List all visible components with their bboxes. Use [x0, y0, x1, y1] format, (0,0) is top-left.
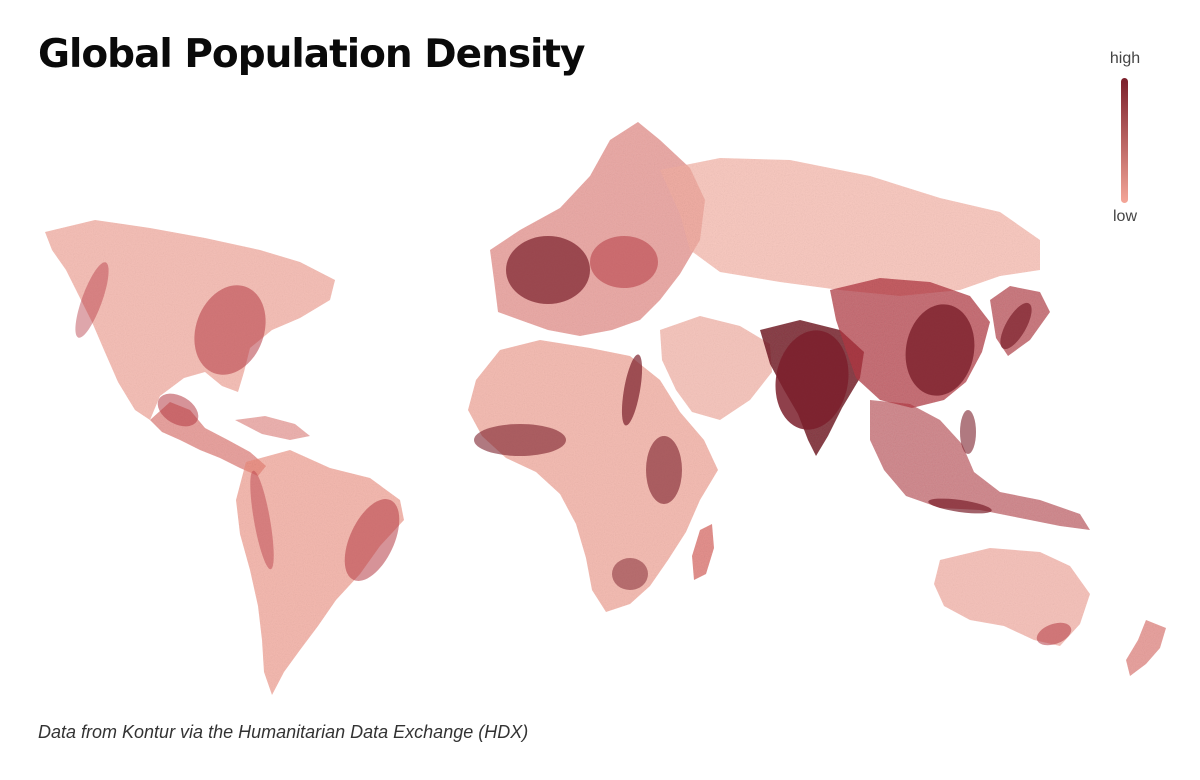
- hotspot-eastern-china: [905, 304, 975, 396]
- region-russia: [660, 158, 1040, 296]
- hotspot-eastern-us: [194, 285, 266, 375]
- hotspot-southeast-australia: [1036, 622, 1072, 646]
- map-title: Global Population Density: [38, 32, 585, 77]
- density-legend: high low: [1098, 50, 1152, 230]
- region-madagascar: [692, 524, 714, 580]
- hotspot-brazil-coast: [344, 499, 400, 581]
- region-africa: [468, 340, 718, 612]
- hotspot-japan: [1000, 302, 1032, 350]
- region-south-america: [236, 450, 404, 695]
- density-hotspot-layer: [75, 236, 1072, 646]
- hotspot-south-africa: [612, 558, 648, 590]
- region-southeast-asia: [870, 400, 1090, 530]
- hotspot-andes: [250, 470, 274, 570]
- legend-gradient-bar: [1121, 78, 1128, 203]
- data-source-note: Data from Kontur via the Humanitarian Da…: [38, 722, 529, 742]
- legend-high-label: high: [1109, 50, 1141, 67]
- landmass-layer: [45, 122, 1166, 695]
- region-middle-east: [660, 316, 772, 420]
- hotspot-eastern-europe: [590, 236, 658, 288]
- hotspot-west-africa: [474, 424, 566, 456]
- hotspot-mexico: [157, 393, 199, 427]
- region-new-zealand: [1126, 620, 1166, 676]
- region-north-america: [45, 220, 335, 420]
- region-australia: [934, 548, 1090, 646]
- hotspot-western-europe: [506, 236, 590, 304]
- hotspot-nile: [621, 354, 643, 426]
- hotspot-philippines: [960, 410, 976, 454]
- hotspot-india: [775, 330, 849, 430]
- region-caribbean: [235, 416, 310, 440]
- hotspot-east-africa: [646, 436, 682, 504]
- hotspot-java: [928, 498, 992, 514]
- legend-low-label: low: [1112, 208, 1137, 225]
- region-europe: [490, 122, 705, 336]
- hotspot-west-coast-us: [75, 262, 109, 338]
